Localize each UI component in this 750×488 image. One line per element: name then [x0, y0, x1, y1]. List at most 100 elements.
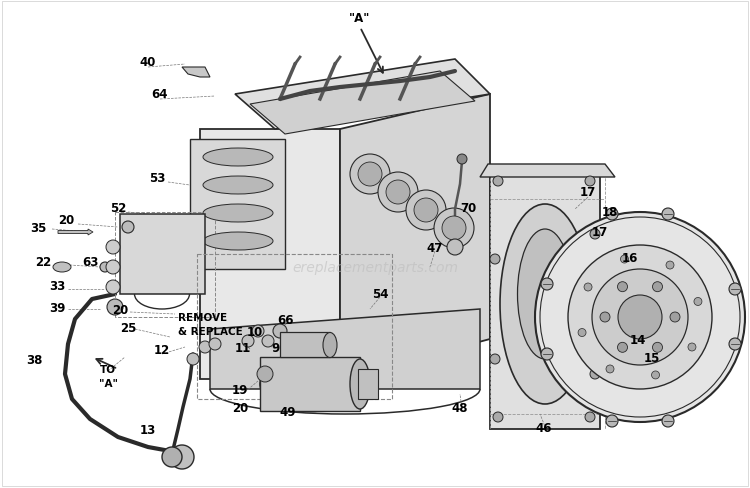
Circle shape	[350, 155, 390, 195]
Circle shape	[106, 281, 120, 294]
Circle shape	[568, 245, 712, 389]
Text: 52: 52	[110, 201, 126, 214]
Circle shape	[618, 295, 662, 339]
Text: 14: 14	[630, 333, 646, 346]
Ellipse shape	[203, 149, 273, 167]
Circle shape	[535, 213, 745, 422]
Circle shape	[414, 199, 438, 223]
Circle shape	[457, 155, 467, 164]
Circle shape	[666, 262, 674, 269]
Circle shape	[170, 445, 194, 469]
Text: 33: 33	[49, 280, 65, 293]
Text: 49: 49	[280, 406, 296, 419]
Circle shape	[106, 241, 120, 254]
Text: 46: 46	[536, 421, 552, 434]
Ellipse shape	[203, 232, 273, 250]
Text: 64: 64	[152, 88, 168, 102]
Ellipse shape	[350, 359, 370, 409]
Text: 22: 22	[34, 256, 51, 269]
Circle shape	[273, 325, 287, 338]
Circle shape	[257, 366, 273, 382]
Circle shape	[541, 348, 553, 360]
Text: 25: 25	[120, 321, 136, 334]
Circle shape	[187, 353, 199, 365]
Bar	[260, 357, 360, 411]
Polygon shape	[200, 130, 340, 379]
Polygon shape	[210, 309, 480, 389]
Circle shape	[162, 447, 182, 467]
Circle shape	[617, 282, 628, 292]
Polygon shape	[340, 95, 490, 379]
Text: 47: 47	[427, 241, 443, 254]
Circle shape	[585, 412, 595, 422]
Circle shape	[262, 335, 274, 347]
Circle shape	[694, 298, 702, 306]
Ellipse shape	[53, 263, 71, 272]
Circle shape	[729, 284, 741, 295]
Text: 18: 18	[602, 206, 618, 219]
Circle shape	[688, 343, 696, 351]
Bar	[115, 213, 215, 317]
Circle shape	[490, 254, 500, 264]
Text: 17: 17	[592, 226, 608, 239]
Circle shape	[578, 329, 586, 337]
Circle shape	[493, 412, 503, 422]
Ellipse shape	[500, 204, 590, 404]
Circle shape	[584, 284, 592, 291]
Circle shape	[447, 240, 463, 256]
Circle shape	[541, 279, 553, 290]
Circle shape	[106, 261, 120, 274]
Circle shape	[434, 208, 474, 248]
Text: 20: 20	[232, 401, 248, 414]
Text: 48: 48	[452, 401, 468, 414]
Polygon shape	[235, 60, 490, 130]
Circle shape	[600, 312, 610, 323]
Text: 17: 17	[580, 186, 596, 199]
Text: 9: 9	[272, 341, 280, 354]
Text: 16: 16	[622, 251, 638, 264]
Text: 20: 20	[112, 303, 128, 316]
Text: 54: 54	[372, 288, 388, 301]
Circle shape	[252, 325, 264, 337]
Circle shape	[242, 335, 254, 347]
Circle shape	[606, 415, 618, 427]
Text: 19: 19	[232, 383, 248, 396]
Polygon shape	[182, 68, 210, 78]
Circle shape	[209, 338, 221, 350]
Ellipse shape	[323, 333, 337, 358]
Circle shape	[670, 312, 680, 323]
Circle shape	[378, 173, 418, 213]
Ellipse shape	[260, 357, 360, 412]
Text: 63: 63	[82, 255, 98, 268]
Polygon shape	[250, 72, 475, 135]
Text: & REPLACE: & REPLACE	[178, 326, 243, 336]
Text: 39: 39	[49, 301, 65, 314]
Text: 10: 10	[247, 326, 263, 339]
Text: ereplacementparts.com: ereplacementparts.com	[292, 261, 458, 274]
Polygon shape	[190, 140, 285, 269]
Circle shape	[662, 415, 674, 427]
Circle shape	[652, 282, 662, 292]
Circle shape	[100, 263, 110, 272]
Polygon shape	[120, 215, 205, 294]
Circle shape	[442, 217, 466, 241]
Circle shape	[729, 338, 741, 350]
Text: 13: 13	[140, 423, 156, 436]
FancyArrow shape	[58, 229, 93, 236]
Circle shape	[358, 163, 382, 186]
Circle shape	[590, 369, 600, 379]
Text: 70: 70	[460, 201, 476, 214]
Ellipse shape	[518, 229, 572, 359]
Text: 35: 35	[30, 221, 46, 234]
Circle shape	[606, 208, 618, 221]
Circle shape	[199, 341, 211, 353]
Bar	[280, 332, 330, 357]
Circle shape	[585, 177, 595, 186]
Circle shape	[590, 229, 600, 240]
Text: 53: 53	[148, 171, 165, 184]
Text: REMOVE: REMOVE	[178, 312, 227, 323]
Text: 20: 20	[58, 213, 74, 226]
Circle shape	[122, 222, 134, 234]
Circle shape	[652, 343, 662, 353]
Circle shape	[606, 365, 614, 373]
